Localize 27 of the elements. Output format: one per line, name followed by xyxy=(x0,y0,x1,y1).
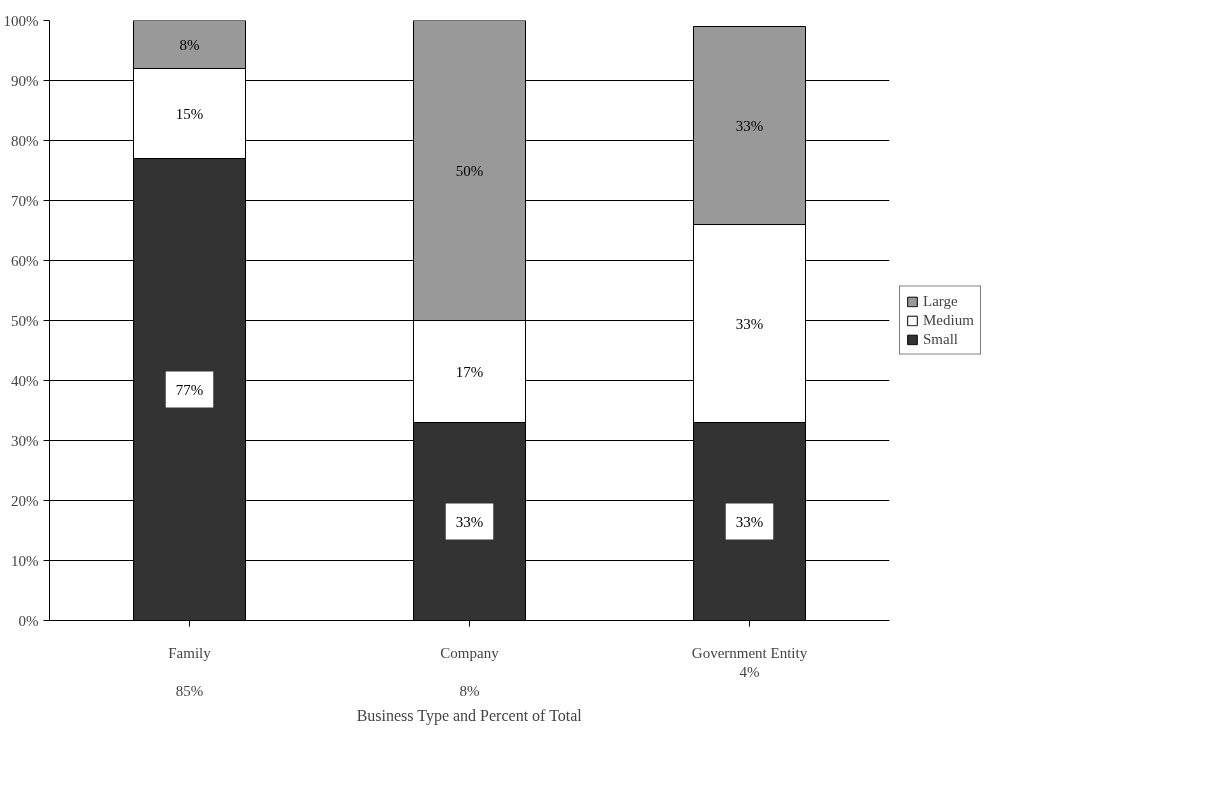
x-axis-title: Business Type and Percent of Total xyxy=(356,706,583,725)
x-tick-label: Government Entity 4% xyxy=(691,644,808,680)
y-tick-label: 20% xyxy=(11,492,39,509)
y-tick-label: 100% xyxy=(3,12,39,29)
data-label: 77% xyxy=(175,381,204,398)
category-label: Company 8% xyxy=(440,644,499,699)
data-label: 8% xyxy=(179,36,200,53)
data-label: 15% xyxy=(175,105,204,122)
category-label: Family 85% xyxy=(168,644,211,699)
data-label: 17% xyxy=(455,363,484,380)
y-tick-label: 10% xyxy=(11,552,39,569)
data-label: 33% xyxy=(735,315,764,332)
data-label: 33% xyxy=(735,117,764,134)
y-tick-label: 50% xyxy=(11,312,39,329)
y-tick-label: 40% xyxy=(11,372,39,389)
legend-label: Small xyxy=(923,330,959,348)
legend-label: Medium xyxy=(923,311,974,329)
data-label: 33% xyxy=(455,513,484,530)
data-label: 50% xyxy=(455,162,484,179)
data-label: 33% xyxy=(735,513,764,530)
y-tick-label: 60% xyxy=(11,252,39,269)
y-tick-label: 70% xyxy=(11,192,39,209)
legend-label: Large xyxy=(923,292,958,310)
y-tick-label: 30% xyxy=(11,432,39,449)
y-tick-label: 90% xyxy=(11,72,39,89)
y-tick-label: 0% xyxy=(18,612,39,629)
y-tick-label: 80% xyxy=(11,132,39,149)
